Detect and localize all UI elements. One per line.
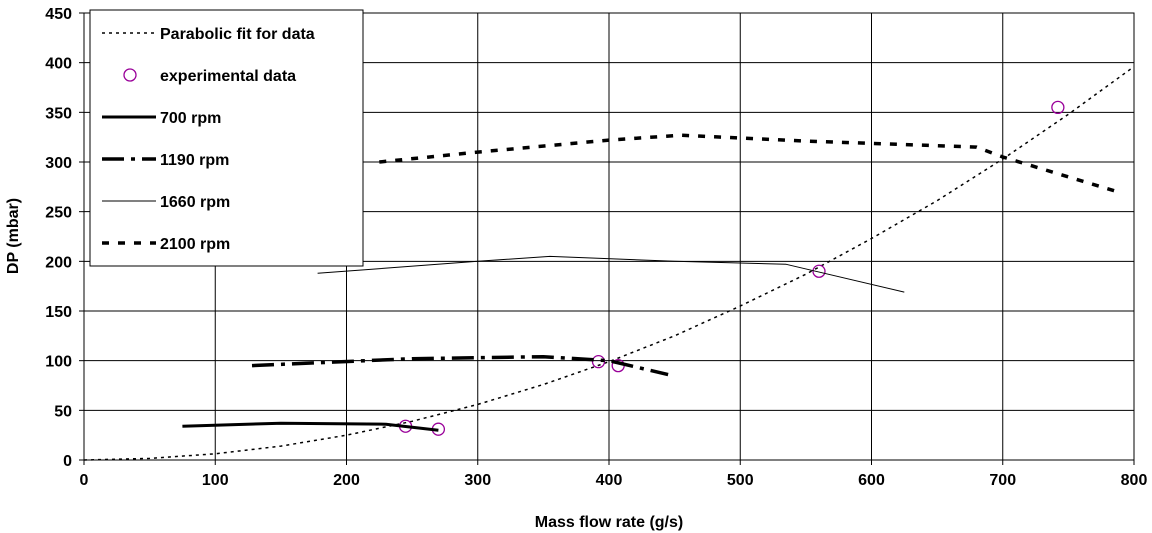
y-tick-label: 0	[63, 453, 72, 470]
x-tick-label: 500	[727, 472, 754, 489]
x-tick-label: 100	[202, 472, 229, 489]
y-tick-label: 250	[45, 205, 72, 222]
x-tick-label: 800	[1121, 472, 1148, 489]
x-tick-label: 300	[464, 472, 491, 489]
x-tick-label: 0	[80, 472, 89, 489]
y-tick-label: 300	[45, 155, 72, 172]
legend-label-parabolic-fit-for-data: Parabolic fit for data	[160, 26, 315, 43]
series-line-1660-rpm	[317, 255, 905, 293]
y-tick-label: 350	[45, 105, 72, 122]
legend-label-1660-rpm: 1660 rpm	[160, 194, 230, 211]
x-tick-label: 400	[596, 472, 623, 489]
data-point-experimental-data	[1051, 100, 1065, 115]
legend-label-1190-rpm: 1190 rpm	[160, 152, 229, 169]
y-tick-label: 200	[45, 254, 72, 271]
legend: Parabolic fit for data experimental data 7…	[89, 9, 364, 267]
legend-label-experimental-data: experimental data	[160, 68, 296, 85]
tick-labels: 0 50 100 150 200 250 300 350 400 450 0 100 200 300 400…	[45, 6, 1147, 489]
legend-label-2100-rpm: 2100 rpm	[160, 236, 230, 253]
x-tick-label: 700	[989, 472, 1016, 489]
y-axis-title: DP (mbar)	[5, 198, 22, 274]
legend-box	[89, 9, 364, 267]
series-line-parabolic-fit-for-data	[83, 65, 1135, 461]
x-tick-label: 600	[858, 472, 885, 489]
x-axis-title: Mass flow rate (g/s)	[535, 514, 683, 531]
legend-label-700-rpm: 700 rpm	[160, 110, 221, 127]
y-tick-label: 50	[54, 403, 72, 420]
series-line-1190-rpm	[251, 354, 669, 377]
data-point-experimental-data	[812, 264, 826, 278]
legend-marker-experimental-data	[123, 68, 137, 82]
series-layer	[83, 65, 1135, 461]
series-line-700-rpm	[182, 421, 439, 432]
y-tick-label: 150	[45, 304, 72, 321]
x-tick-label: 200	[333, 472, 360, 489]
y-tick-label: 450	[45, 6, 72, 23]
y-tick-label: 400	[45, 56, 72, 73]
y-tick-label: 100	[45, 354, 72, 371]
